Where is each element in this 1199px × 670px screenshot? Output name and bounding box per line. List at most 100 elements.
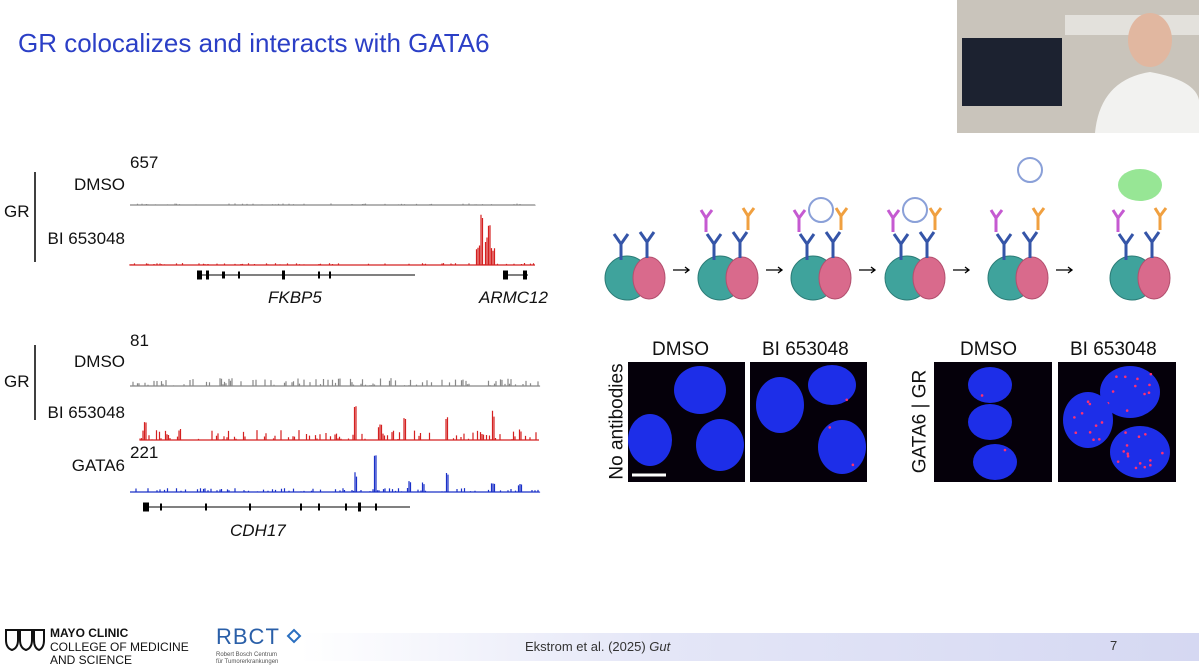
exon [375, 503, 377, 511]
pla-dot [1161, 451, 1164, 455]
track-scale: 221 [130, 443, 159, 462]
exon [249, 503, 251, 511]
rbct-mark [286, 628, 302, 644]
signal-track [130, 203, 536, 206]
exon [503, 270, 508, 280]
signal-track [130, 455, 541, 493]
arrow [953, 266, 971, 274]
exon [282, 270, 285, 280]
exon [358, 502, 361, 512]
face [1128, 13, 1172, 67]
arrow [673, 266, 691, 274]
pla-dot [1100, 421, 1104, 424]
pla-dot [1123, 375, 1127, 379]
pla-dot [1138, 462, 1142, 465]
logo-text: MAYO CLINIC [50, 626, 129, 640]
pla-dot [1115, 375, 1118, 378]
nucleus [756, 377, 804, 433]
track-scale: 657 [130, 153, 159, 172]
logo-text: COLLEGE OF MEDICINE [50, 640, 189, 654]
antibody [892, 233, 910, 260]
column-label: BI 653048 [762, 339, 849, 360]
nucleus [968, 404, 1012, 440]
track-label: GATA6 [71, 456, 125, 475]
logo-text: für Tumorerkrankungen [216, 659, 279, 665]
track-label: BI 653048 [47, 229, 125, 248]
track-label: DMSO [74, 175, 125, 194]
antibody [638, 231, 656, 258]
pla-dot [1134, 384, 1137, 388]
exon [300, 503, 302, 511]
pla-dot [1003, 448, 1007, 452]
track-label: BI 653048 [47, 403, 125, 422]
exon [523, 270, 527, 280]
dna-circle [808, 197, 834, 223]
pla-dot [1125, 409, 1129, 412]
pla-dot [1126, 454, 1130, 458]
row-label: GATA6 | GR [909, 369, 931, 474]
pla-dot [1124, 431, 1127, 434]
exon [206, 270, 209, 280]
dna-circle [1017, 157, 1043, 183]
antibody [1143, 231, 1161, 258]
footer-bar [300, 633, 1199, 661]
pla-dot [1088, 402, 1092, 406]
pla-dot [1149, 372, 1153, 376]
dna-circle [902, 197, 928, 223]
exon [318, 271, 320, 279]
citation: Ekstrom et al. (2025) Gut [525, 640, 670, 653]
antibody [1117, 233, 1135, 260]
pla-dot [1086, 400, 1090, 404]
antibody [705, 233, 723, 260]
probe [1031, 207, 1046, 230]
slide-title: GR colocalizes and interacts with GATA6 [18, 28, 490, 58]
mayo-shield [5, 629, 45, 652]
lab-coat [1095, 72, 1199, 133]
signal-track [130, 378, 541, 387]
arrow [1056, 266, 1074, 274]
probe [741, 207, 756, 230]
nucleus [808, 365, 856, 405]
exon [160, 503, 162, 511]
nucleus [696, 419, 744, 471]
pla-dot [1147, 391, 1151, 394]
citation-journal: Gut [649, 639, 671, 654]
nucleus [973, 444, 1017, 480]
protein-pink [1137, 256, 1171, 300]
probe [928, 207, 943, 230]
nucleus [1100, 366, 1160, 418]
nucleus [1110, 426, 1170, 478]
signal-track [129, 214, 535, 266]
antibody [731, 231, 749, 258]
pla-dot [1149, 459, 1152, 462]
exon [238, 271, 240, 279]
citation-authors: Ekstrom et al. (2025) [525, 639, 646, 654]
antibody [824, 231, 842, 258]
monitor [962, 38, 1062, 106]
pla-dot [851, 463, 855, 467]
exon [318, 503, 320, 511]
track-label: DMSO [74, 352, 125, 371]
probe [834, 207, 849, 230]
pla-dot [1126, 452, 1130, 456]
pla-dot [1088, 431, 1092, 434]
exon [197, 270, 202, 280]
exon [329, 271, 331, 279]
protein-pink [818, 256, 852, 300]
gene-label: FKBP5 [268, 288, 322, 307]
pla-dot [1125, 444, 1129, 447]
protein-pink [725, 256, 759, 300]
probe [886, 209, 901, 232]
page-number: 7 [1110, 638, 1118, 653]
group-label: GR [4, 202, 30, 221]
logo-text: Robert Bosch Centrum [216, 652, 278, 658]
group-label: GR [4, 372, 30, 391]
pla-dot [1122, 450, 1126, 453]
probe [1111, 209, 1126, 232]
exon [143, 502, 149, 512]
pla-dot [1143, 465, 1147, 469]
pla-dot [1080, 411, 1084, 415]
gene-label: ARMC12 [479, 288, 548, 307]
probe [1153, 207, 1168, 230]
